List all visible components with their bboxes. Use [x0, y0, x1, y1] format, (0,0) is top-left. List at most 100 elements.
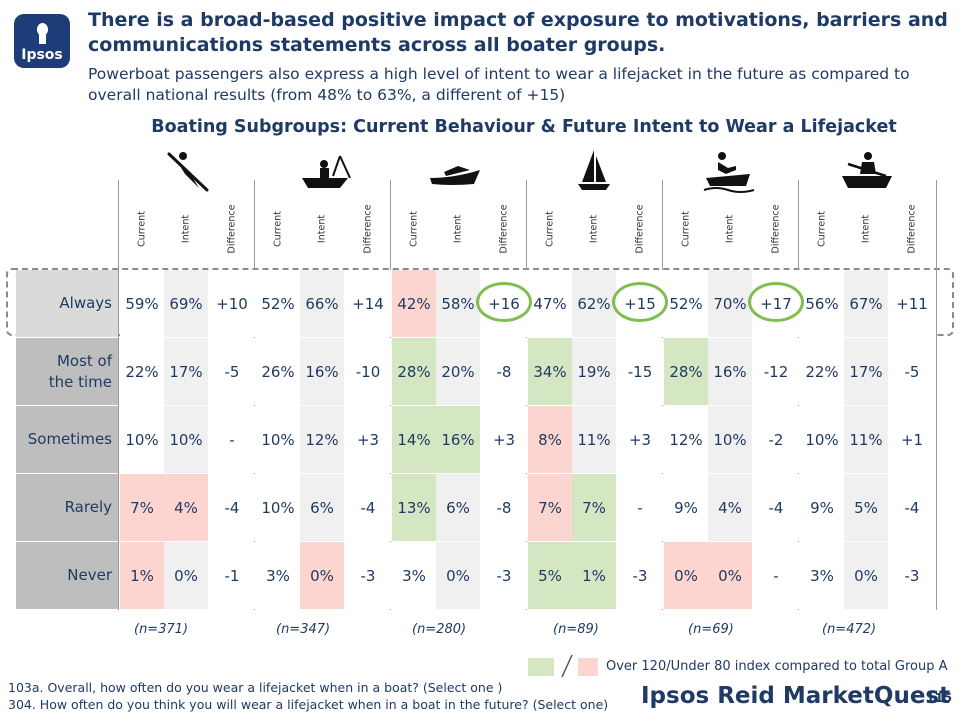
highlight-circle: [748, 282, 804, 322]
table-cell-sometimes-intent: 10%: [708, 406, 752, 473]
table-cell-always-intent: 66%: [300, 270, 344, 337]
table-cell-most-of-the-time-current: 22%: [120, 338, 164, 405]
table-cell-most-of-the-time-intent: 20%: [436, 338, 480, 405]
table-cell-never-intent: 1%: [572, 542, 616, 609]
group-divider: [118, 180, 119, 610]
table-cell-sometimes-intent: 12%: [300, 406, 344, 473]
table-cell-sometimes-difference: +3: [616, 406, 664, 473]
highlight-circle: [612, 282, 668, 322]
table-cell-never-intent: 0%: [708, 542, 752, 609]
fishing-boat-icon: [300, 148, 354, 194]
table-cell-always-current: 42%: [392, 270, 436, 337]
column-header-difference: Difference: [906, 204, 918, 254]
table-cell-never-intent: 0%: [300, 542, 344, 609]
table-cell-rarely-difference: -8: [480, 474, 528, 541]
footnote-question-304: 304. How often do you think you will wea…: [8, 697, 609, 712]
table-cell-most-of-the-time-current: 26%: [256, 338, 300, 405]
table-cell-always-intent: 58%: [436, 270, 480, 337]
group-divider: [936, 180, 937, 610]
table-cell-always-current: 47%: [528, 270, 572, 337]
brand-logo-text: Ipsos Reid MarketQuest: [641, 683, 951, 709]
column-header-difference: Difference: [362, 204, 374, 254]
legend-green-swatch: [528, 658, 554, 676]
table-cell-most-of-the-time-current: 28%: [664, 338, 708, 405]
table-cell-rarely-difference: -4: [888, 474, 936, 541]
sample-size-label: (n=371): [134, 622, 189, 637]
table-cell-always-intent: 67%: [844, 270, 888, 337]
table-cell-most-of-the-time-difference: -10: [344, 338, 392, 405]
column-header-intent: Intent: [588, 214, 600, 244]
table-cell-rarely-current: 13%: [392, 474, 436, 541]
table-cell-sometimes-intent: 16%: [436, 406, 480, 473]
table-cell-sometimes-current: 10%: [120, 406, 164, 473]
table-cell-always-difference: +10: [208, 270, 256, 337]
table-cell-rarely-current: 10%: [256, 474, 300, 541]
table-cell-sometimes-intent: 10%: [164, 406, 208, 473]
table-cell-never-current: 0%: [664, 542, 708, 609]
sample-size-label: (n=89): [553, 622, 599, 637]
legend-pink-swatch: [578, 658, 598, 676]
highlight-circle: [476, 282, 532, 322]
table-cell-never-difference: -3: [344, 542, 392, 609]
column-header-intent: Intent: [452, 214, 464, 244]
table-cell-most-of-the-time-difference: -8: [480, 338, 528, 405]
table-cell-most-of-the-time-difference: -5: [888, 338, 936, 405]
table-cell-always-current: 52%: [256, 270, 300, 337]
table-cell-most-of-the-time-intent: 19%: [572, 338, 616, 405]
legend-text: Over 120/Under 80 index compared to tota…: [606, 659, 948, 674]
table-cell-sometimes-difference: -2: [752, 406, 800, 473]
column-header-intent: Intent: [316, 214, 328, 244]
table-cell-most-of-the-time-current: 28%: [392, 338, 436, 405]
table-cell-never-intent: 0%: [436, 542, 480, 609]
table-cell-most-of-the-time-intent: 17%: [164, 338, 208, 405]
table-cell-always-intent: 70%: [708, 270, 752, 337]
table-cell-rarely-current: 9%: [800, 474, 844, 541]
table-cell-never-intent: 0%: [844, 542, 888, 609]
table-cell-sometimes-current: 12%: [664, 406, 708, 473]
table-cell-always-intent: 69%: [164, 270, 208, 337]
table-cell-most-of-the-time-difference: -15: [616, 338, 664, 405]
table-cell-rarely-intent: 4%: [164, 474, 208, 541]
column-header-current: Current: [408, 211, 420, 247]
column-header-current: Current: [680, 211, 692, 247]
legend-slash-icon: [561, 654, 573, 678]
footnote-question-103a: 103a. Overall, how often do you wear a l…: [8, 680, 503, 695]
table-cell-always-current: 59%: [120, 270, 164, 337]
rowboat-icon: [840, 148, 894, 194]
column-header-current: Current: [136, 211, 148, 247]
row-label-sometimes: Sometimes: [16, 406, 118, 473]
table-cell-rarely-intent: 4%: [708, 474, 752, 541]
column-header-intent: Intent: [180, 214, 192, 244]
table-cell-never-current: 3%: [392, 542, 436, 609]
page-number: 115: [926, 690, 953, 705]
table-cell-most-of-the-time-difference: -12: [752, 338, 800, 405]
table-cell-never-difference: -3: [888, 542, 936, 609]
table-cell-never-intent: 0%: [164, 542, 208, 609]
table-cell-rarely-intent: 6%: [436, 474, 480, 541]
table-cell-never-difference: -1: [208, 542, 256, 609]
table-cell-rarely-difference: -4: [208, 474, 256, 541]
column-header-difference: Difference: [770, 204, 782, 254]
table-cell-rarely-current: 9%: [664, 474, 708, 541]
table-cell-never-difference: -3: [616, 542, 664, 609]
table-cell-never-current: 3%: [800, 542, 844, 609]
column-header-intent: Intent: [860, 214, 872, 244]
table-cell-most-of-the-time-current: 22%: [800, 338, 844, 405]
column-header-difference: Difference: [498, 204, 510, 254]
table-cell-most-of-the-time-intent: 16%: [300, 338, 344, 405]
table-cell-rarely-intent: 6%: [300, 474, 344, 541]
table-cell-sometimes-difference: +1: [888, 406, 936, 473]
ipsos-logo: Ipsos: [14, 14, 70, 68]
table-cell-rarely-intent: 7%: [572, 474, 616, 541]
column-header-difference: Difference: [226, 204, 238, 254]
personal-watercraft-icon: [702, 148, 756, 194]
table-cell-never-difference: -: [752, 542, 800, 609]
table-cell-never-difference: -3: [480, 542, 528, 609]
table-cell-sometimes-current: 14%: [392, 406, 436, 473]
table-cell-never-current: 5%: [528, 542, 572, 609]
table-cell-sometimes-difference: -: [208, 406, 256, 473]
table-cell-sometimes-intent: 11%: [844, 406, 888, 473]
slide-subtitle: Powerboat passengers also express a high…: [88, 65, 910, 104]
table-cell-sometimes-current: 8%: [528, 406, 572, 473]
table-cell-rarely-difference: -: [616, 474, 664, 541]
